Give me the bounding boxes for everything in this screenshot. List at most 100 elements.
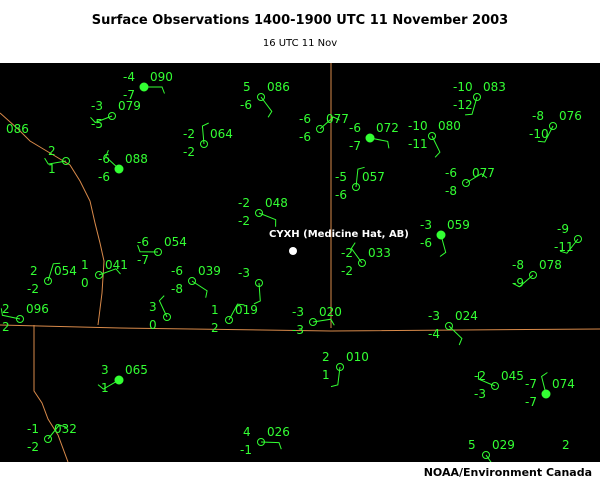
station-temperature: -9 [557, 222, 569, 236]
station-pressure: 019 [235, 303, 258, 317]
station-temperature: 1 [81, 258, 89, 272]
wind-barb [465, 96, 478, 116]
border-bc-ab [0, 112, 105, 326]
station-temperature: -5 [335, 170, 347, 184]
station-circle [491, 382, 499, 390]
station-circle [445, 322, 453, 330]
station-dewpoint: -9 [512, 276, 524, 290]
wind-barb [201, 122, 209, 145]
station-temperature: 2 [30, 264, 38, 278]
station-circle [462, 179, 470, 187]
station-pressure: 024 [455, 309, 478, 323]
station-temperature: 2 [562, 438, 570, 452]
station-plot [309, 318, 335, 326]
station-pressure: 076 [559, 109, 582, 123]
station-plot [255, 209, 277, 227]
station-temperature: -6 [98, 152, 110, 166]
station-temperature: 5 [243, 80, 251, 94]
station-plot [465, 93, 481, 116]
station-plot [44, 262, 61, 285]
station-dewpoint: 0 [149, 318, 157, 332]
map-title: Surface Observations 1400-1900 UTC 11 No… [91, 13, 509, 28]
wind-barb [541, 372, 548, 395]
station-circle [358, 259, 366, 267]
map-boundaries [0, 63, 600, 462]
station-circle [95, 271, 103, 279]
wind-barb [439, 234, 447, 257]
station-circle [255, 209, 263, 217]
station-circle [549, 122, 557, 130]
wind-barb [330, 366, 341, 388]
station-circle [44, 435, 52, 443]
station-temperature: -10 [408, 119, 428, 133]
station-pressure: 048 [265, 196, 288, 210]
wind-barb [350, 242, 363, 264]
station-dewpoint: -8 [171, 282, 183, 296]
wind-barb [158, 295, 168, 318]
station-pressure: 045 [501, 369, 524, 383]
station-temperature: -10 [453, 80, 473, 94]
wind-barb [465, 173, 488, 184]
station-dewpoint: -6 [335, 188, 347, 202]
station-pressure: 039 [198, 264, 221, 278]
station-dewpoint: -7 [349, 139, 361, 153]
station-dewpoint: 1 [322, 368, 330, 382]
station-dewpoint: -4 [428, 327, 440, 341]
station-plot [537, 122, 557, 143]
station-temperature: 2 [322, 350, 330, 364]
wind-barb [477, 371, 496, 387]
station-pressure: 090 [150, 70, 173, 84]
station-plot [95, 268, 121, 279]
station-pressure: 041 [105, 258, 128, 272]
station-plot [137, 244, 162, 256]
station-temperature: -2 [341, 246, 353, 260]
wind-barb [431, 135, 441, 158]
credit-text: NOAA/Environment Canada [423, 466, 592, 479]
station-temperature: -2 [183, 127, 195, 141]
station-pressure: 080 [438, 119, 461, 133]
station-pressure: 079 [118, 99, 141, 113]
station-pressure: 020 [319, 305, 342, 319]
wind-barb [97, 379, 120, 390]
station-plot [0, 308, 24, 323]
station-temperature: 4 [243, 425, 251, 439]
station-dewpoint: -7 [137, 253, 149, 267]
station-temperature: -8 [512, 258, 524, 272]
station-pressure: 059 [447, 218, 470, 232]
station-dewpoint: -8 [445, 184, 457, 198]
border-canada-us [0, 324, 600, 332]
station-pressure: 072 [376, 121, 399, 135]
station-plot [225, 303, 245, 324]
station-pressure: 033 [368, 246, 391, 260]
wind-barb [253, 282, 261, 305]
wind-barb [105, 150, 120, 170]
medicine-hat-label: CYXH (Medicine Hat, AB) [269, 229, 409, 240]
station-pressure: 064 [210, 127, 233, 141]
station-plot [158, 295, 171, 321]
station-pressure: 054 [54, 264, 77, 278]
station-circle [16, 315, 24, 323]
station-temperature: -3 [420, 218, 432, 232]
station-dewpoint: -3 [474, 387, 486, 401]
station-pressure: 077 [472, 166, 495, 180]
wind-barb [144, 86, 165, 94]
station-circle [574, 235, 582, 243]
station-plot [330, 363, 344, 388]
wind-barb [369, 137, 390, 149]
station-pressure: 057 [362, 170, 385, 184]
station-dewpoint: -7 [525, 395, 537, 409]
station-dewpoint: -5 [91, 117, 103, 131]
station-temperature: -7 [525, 377, 537, 391]
station-temperature: -3 [292, 305, 304, 319]
station-plot [105, 150, 124, 174]
station-pressure: 074 [552, 377, 575, 391]
wind-barb [47, 262, 61, 282]
wind-barb [448, 325, 463, 346]
station-pressure: 054 [164, 235, 187, 249]
station-dewpoint: 2 [211, 321, 219, 335]
station-temperature: 2 [2, 302, 10, 316]
station-plot [436, 230, 447, 257]
station-dewpoint: -10 [529, 127, 549, 141]
station-dewpoint: -1 [240, 443, 252, 457]
station-temperature: -3 [238, 266, 250, 280]
